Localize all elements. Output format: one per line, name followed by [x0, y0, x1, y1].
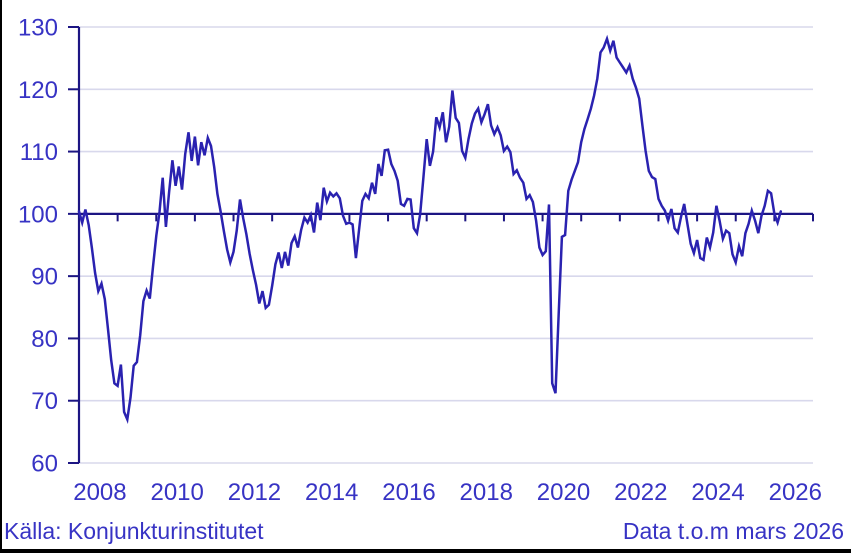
x-tick-label: 2026	[769, 479, 822, 506]
y-tick-label: 70	[31, 388, 58, 415]
y-tick-label: 120	[18, 77, 58, 104]
y-tick-label: 130	[18, 15, 58, 42]
x-tick-label: 2014	[305, 479, 358, 506]
window-border-bottom	[0, 549, 851, 553]
x-tick-label: 2008	[73, 479, 126, 506]
y-tick-label: 90	[31, 264, 58, 291]
x-tick-label: 2018	[460, 479, 513, 506]
data-line	[77, 34, 783, 424]
x-tick-label: 2016	[382, 479, 435, 506]
x-tick-label: 2022	[614, 479, 667, 506]
y-tick-label: 60	[31, 451, 58, 478]
y-tick-label: 80	[31, 326, 58, 353]
source-label: Källa: Konjunkturinstitutet	[4, 518, 264, 544]
x-tick-label: 2020	[537, 479, 590, 506]
x-tick-label: 2024	[691, 479, 744, 506]
x-tick-label: 2010	[150, 479, 203, 506]
x-tick-label: 2012	[228, 479, 281, 506]
y-tick-label: 110	[20, 139, 58, 166]
window-border-left	[0, 0, 2, 553]
y-tick-label: 100	[18, 201, 58, 228]
data-note-label: Data t.o.m mars 2026	[622, 518, 844, 544]
